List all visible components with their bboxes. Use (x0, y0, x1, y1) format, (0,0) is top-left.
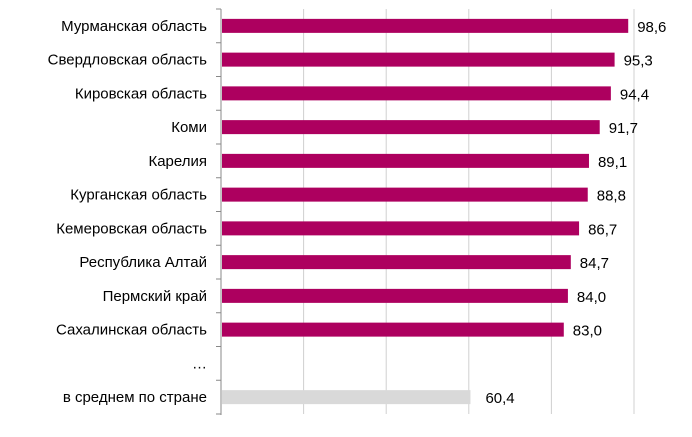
category-label: Карелия (148, 153, 207, 170)
category-label: Кировская область (75, 85, 207, 102)
average-bar (222, 390, 471, 405)
category-label: в среднем по стране (63, 389, 207, 406)
bar (222, 187, 588, 202)
data-label: 84,7 (580, 255, 609, 272)
bar (222, 255, 571, 270)
data-label: 86,7 (588, 221, 617, 238)
category-label: Свердловская область (48, 52, 208, 69)
category-label: … (192, 355, 207, 372)
category-label: Кемеровская область (56, 220, 207, 237)
data-label: 89,1 (598, 154, 627, 171)
bar (222, 120, 600, 135)
data-label: 95,3 (624, 53, 653, 70)
bar (222, 322, 564, 337)
data-label: 60,4 (485, 390, 514, 407)
data-label: 84,0 (577, 289, 606, 306)
category-label: Коми (171, 119, 207, 136)
bar (222, 153, 589, 168)
data-label: 88,8 (597, 188, 626, 205)
bar (222, 288, 568, 303)
data-label: 94,4 (620, 86, 649, 103)
bar (222, 86, 611, 101)
category-label: Мурманская область (61, 18, 207, 35)
bar (222, 221, 580, 236)
category-label: Республика Алтай (79, 254, 207, 271)
bar (222, 18, 629, 33)
bar (222, 52, 615, 67)
data-label: 83,0 (573, 323, 602, 340)
category-label: Сахалинская область (56, 322, 207, 339)
category-label: Курганская область (70, 187, 207, 204)
data-label: 98,6 (637, 19, 666, 36)
data-label: 91,7 (609, 120, 638, 137)
category-label: Пермский край (103, 288, 207, 305)
